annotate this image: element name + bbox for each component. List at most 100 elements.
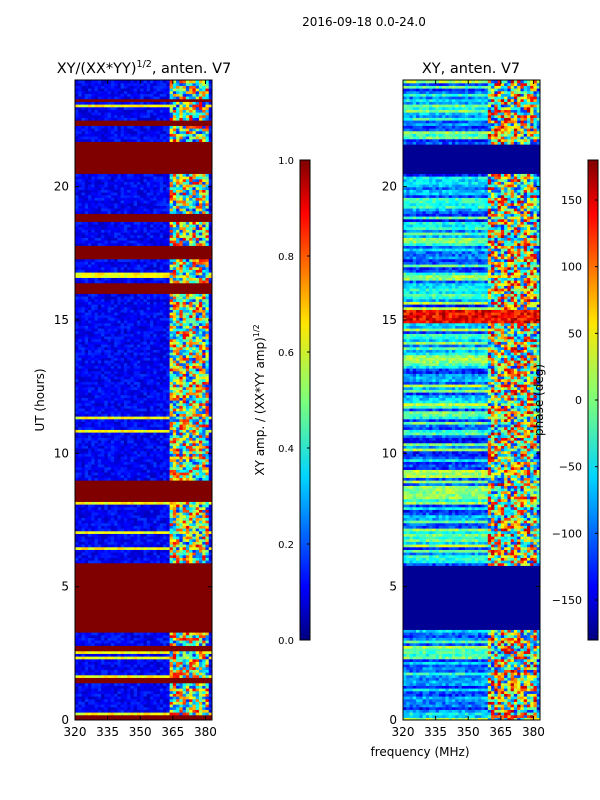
heatmap-cell <box>163 530 167 534</box>
heatmap-cell <box>110 682 115 686</box>
heatmap-cell <box>166 658 171 662</box>
heatmap-cell <box>75 557 79 561</box>
heatmap-cell <box>143 640 148 644</box>
heatmap-cell <box>195 533 200 537</box>
heatmap-cell <box>88 538 92 542</box>
heatmap-cell <box>127 493 132 497</box>
heatmap-cell <box>117 682 122 686</box>
heatmap-cell <box>75 696 79 700</box>
heatmap-cell <box>172 480 177 484</box>
heatmap-cell <box>101 536 105 540</box>
heatmap-cell <box>94 482 99 486</box>
heatmap-cell <box>150 488 154 492</box>
heatmap-cell <box>172 538 177 542</box>
heatmap-cell <box>143 418 148 422</box>
heatmap-cell <box>101 506 105 510</box>
heatmap-cell <box>156 594 161 598</box>
heatmap-cell <box>198 605 203 609</box>
heatmap-cell <box>153 496 158 500</box>
heatmap-cell <box>189 448 194 452</box>
heatmap-cell <box>208 410 212 414</box>
heatmap-cell <box>156 442 161 446</box>
heatmap-cell <box>130 405 135 409</box>
heatmap-cell <box>153 632 158 636</box>
heatmap-cell <box>195 696 200 700</box>
heatmap-cell <box>136 512 141 516</box>
heatmap-cell <box>104 530 109 534</box>
heatmap-cell <box>205 477 210 481</box>
heatmap-cell <box>130 480 135 484</box>
heatmap-cell <box>140 496 145 500</box>
heatmap-cell <box>185 616 190 620</box>
heatmap-cell <box>127 474 132 478</box>
heatmap-cell <box>169 690 174 694</box>
heatmap-cell <box>166 610 171 614</box>
heatmap-cell <box>205 605 210 609</box>
heatmap-cell <box>91 437 96 441</box>
heatmap-cell <box>179 442 184 446</box>
heatmap-cell <box>117 594 122 598</box>
heatmap-cell <box>208 530 212 534</box>
heatmap-cell <box>153 450 158 454</box>
heatmap-cell <box>156 485 161 489</box>
heatmap-cell <box>202 690 207 694</box>
heatmap-cell <box>150 696 154 700</box>
heatmap-cell <box>123 421 128 425</box>
heatmap-cell <box>127 432 132 436</box>
heatmap-cell <box>84 464 89 468</box>
heatmap-cell <box>156 528 161 532</box>
heatmap-cell <box>143 506 148 510</box>
heatmap-cell <box>159 410 164 414</box>
heatmap-cell <box>198 610 203 614</box>
heatmap-cell <box>153 712 158 716</box>
heatmap-cell <box>159 509 164 513</box>
heatmap-cell <box>169 650 174 654</box>
heatmap-cell <box>172 717 177 720</box>
heatmap-cell <box>120 685 125 689</box>
heatmap-cell <box>104 514 109 518</box>
heatmap-cell <box>120 408 125 412</box>
heatmap-cell <box>205 608 210 612</box>
heatmap-cell <box>78 592 83 596</box>
heatmap-cell <box>143 610 148 614</box>
heatmap-cell <box>202 712 207 716</box>
heatmap-cell <box>136 688 141 692</box>
heatmap-cell <box>166 416 171 420</box>
heatmap-cell <box>104 674 109 678</box>
heatmap-cell <box>185 453 190 457</box>
heatmap-cell <box>179 408 184 412</box>
heatmap-cell <box>189 696 194 700</box>
heatmap-cell <box>172 581 177 585</box>
heatmap-cell <box>114 648 118 652</box>
heatmap-cell <box>110 442 115 446</box>
heatmap-cell <box>104 496 109 500</box>
heatmap-cell <box>140 616 145 620</box>
heatmap-cell <box>179 469 184 473</box>
heatmap-cell <box>156 704 161 708</box>
heatmap-cell <box>120 704 125 708</box>
heatmap-cell <box>166 426 171 430</box>
heatmap-cell <box>101 610 105 614</box>
heatmap-cell <box>97 618 102 622</box>
heatmap-cell <box>120 461 125 465</box>
heatmap-cell <box>156 597 161 601</box>
heatmap-cell <box>150 677 154 681</box>
heatmap-cell <box>205 482 210 486</box>
heatmap-cell <box>94 690 99 694</box>
heatmap-cell <box>189 472 194 476</box>
heatmap-cell <box>104 528 109 532</box>
heatmap-cell <box>153 498 158 502</box>
heatmap-cell <box>202 696 207 700</box>
heatmap-cell <box>143 645 148 649</box>
heatmap-cell <box>117 458 122 462</box>
heatmap-cell <box>91 624 96 628</box>
heatmap-cell <box>146 637 151 641</box>
heatmap-cell <box>159 586 164 590</box>
heatmap-cell <box>91 621 96 625</box>
heatmap-cell <box>130 509 135 513</box>
heatmap-cell <box>133 480 138 484</box>
heatmap-cell <box>120 541 125 545</box>
heatmap-cell <box>189 666 194 670</box>
heatmap-cell <box>146 434 151 438</box>
heatmap-cell <box>97 488 102 492</box>
